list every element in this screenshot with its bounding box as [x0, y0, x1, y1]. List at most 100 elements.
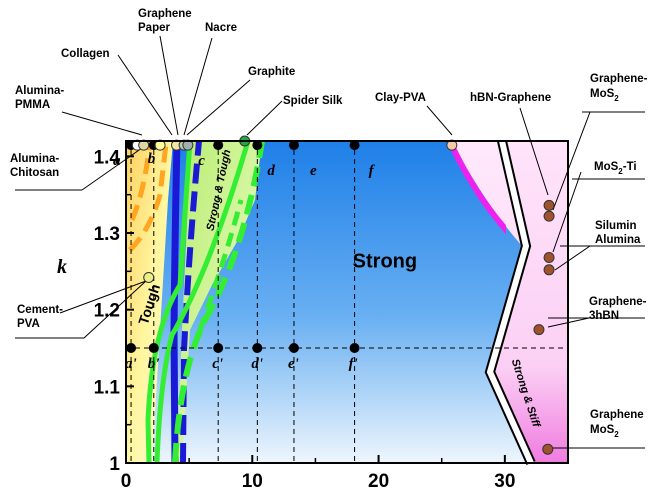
callout-leader [83, 280, 147, 339]
point-label: c [198, 153, 205, 169]
callout-leader [246, 100, 283, 136]
callout-label: MoS2-Ti [594, 161, 637, 176]
callout-line: Clay-PVA [375, 92, 426, 104]
callout-line: Graphene [138, 8, 192, 20]
callout-line: PMMA [15, 99, 50, 111]
callout-part: 2 [614, 94, 619, 103]
callout-part: 2 [618, 167, 623, 176]
callout-label: Graphene Paper [138, 8, 192, 34]
callout-label: Cement- PVA [17, 304, 63, 330]
y-axis-label: k [57, 256, 67, 278]
callout-line: Chitosan [10, 167, 59, 179]
callout-line: Collagen [61, 48, 110, 60]
callout-leader [186, 79, 251, 136]
callout-part: MoS [590, 424, 615, 436]
region-label-strong: Strong [353, 251, 417, 273]
callout-line: hBN-Graphene [470, 92, 551, 104]
point-label: e [310, 163, 317, 179]
point-e' [288, 343, 299, 353]
curve-green-dashed [197, 199, 244, 331]
region-strong-tough-fill [177, 141, 262, 463]
callout-line: Silumin [595, 220, 637, 232]
y-tick-label: 1.3 [94, 224, 120, 245]
x-tick-label: 0 [121, 471, 132, 492]
callout-annotations: Graphene Paper Nacre Collagen Graphite Alumin… [10, 8, 648, 449]
callout-line: Cement- [17, 304, 63, 316]
callout-label: Graphite [248, 66, 295, 78]
y-tick-label: 1 [109, 454, 120, 475]
boundary-inner [486, 140, 534, 465]
callout-line: Nacre [205, 22, 237, 34]
callout-label: Nacre [205, 22, 237, 34]
callout-line: Alumina- [15, 85, 64, 97]
point-c' [213, 343, 224, 353]
callout-label: Graphene MoS2 [590, 409, 644, 439]
plot-background [126, 141, 568, 463]
curve-magenta [449, 144, 506, 235]
callout-line: 3hBN [589, 310, 619, 322]
callout-label: Collagen [61, 48, 110, 60]
callout-label: Clay-PVA [375, 92, 426, 104]
callout-leader [117, 54, 173, 136]
reference-lines [126, 141, 568, 463]
callout-leader [426, 105, 453, 136]
callout-line: Graphene- [589, 296, 647, 308]
point-d' [252, 343, 263, 353]
callout-leader [519, 107, 549, 196]
callout-line: Alumina- [10, 153, 59, 165]
callout-label: Alumina- PMMA [15, 85, 64, 111]
callout-leader [183, 37, 213, 136]
callout-line: Alumina [595, 234, 641, 246]
point-d [252, 140, 263, 151]
curve-green-solid [154, 141, 251, 463]
curve-green-solid [145, 141, 193, 463]
callout-label: Alumina- Chitosan [10, 153, 59, 179]
x-tick-label: 10 [242, 471, 263, 492]
callout-part: Graphene [590, 409, 644, 421]
callout-label: Spider Silk [283, 95, 343, 107]
y-tick-label: 1.1 [94, 377, 121, 398]
material-point [543, 199, 555, 211]
point-f [349, 140, 360, 151]
callout-label: hBN-Graphene [470, 92, 551, 104]
point-label: d [267, 163, 275, 179]
callout-part: MoS [590, 88, 615, 100]
trend-curves [128, 139, 536, 466]
material-point [533, 324, 545, 336]
material-point [543, 210, 555, 222]
point-label: a' [125, 356, 137, 372]
callout-line: Graphite [248, 66, 295, 78]
callout-leader [554, 245, 591, 271]
material-point [542, 443, 554, 455]
curve-blue-dashed [180, 141, 202, 463]
callout-leader [552, 111, 591, 211]
curve-orange-dashed [129, 141, 153, 221]
point-label: d' [251, 356, 263, 372]
point-label: f' [349, 356, 358, 372]
point-label: e' [288, 356, 299, 372]
point-label: a [113, 153, 121, 169]
point-label: c' [212, 356, 223, 372]
callout-part: -Ti [623, 161, 637, 173]
point-label: b [148, 151, 156, 167]
callout-leader [61, 111, 143, 136]
point-f' [349, 343, 360, 353]
callout-label: Silumin Alumina [595, 220, 641, 246]
axes: 0 10 20 30 1 1.1 1.2 1.3 1.4 k [57, 140, 569, 492]
x-tick-label: 20 [368, 471, 389, 492]
point-label: f [369, 163, 376, 179]
point-e [288, 140, 299, 151]
callout-label: Graphene- 3hBN [589, 296, 647, 322]
callout-label: Graphene- MoS2 [590, 73, 648, 103]
point-label: b' [148, 356, 160, 372]
plot-frame [125, 140, 569, 464]
y-tick-label: 1.2 [94, 301, 120, 322]
region-tough-fill [126, 141, 173, 463]
callout-part: 2 [614, 430, 619, 439]
material-point [143, 271, 155, 283]
curve-group [128, 141, 506, 463]
material-point [543, 264, 555, 276]
point-b' [148, 343, 159, 353]
